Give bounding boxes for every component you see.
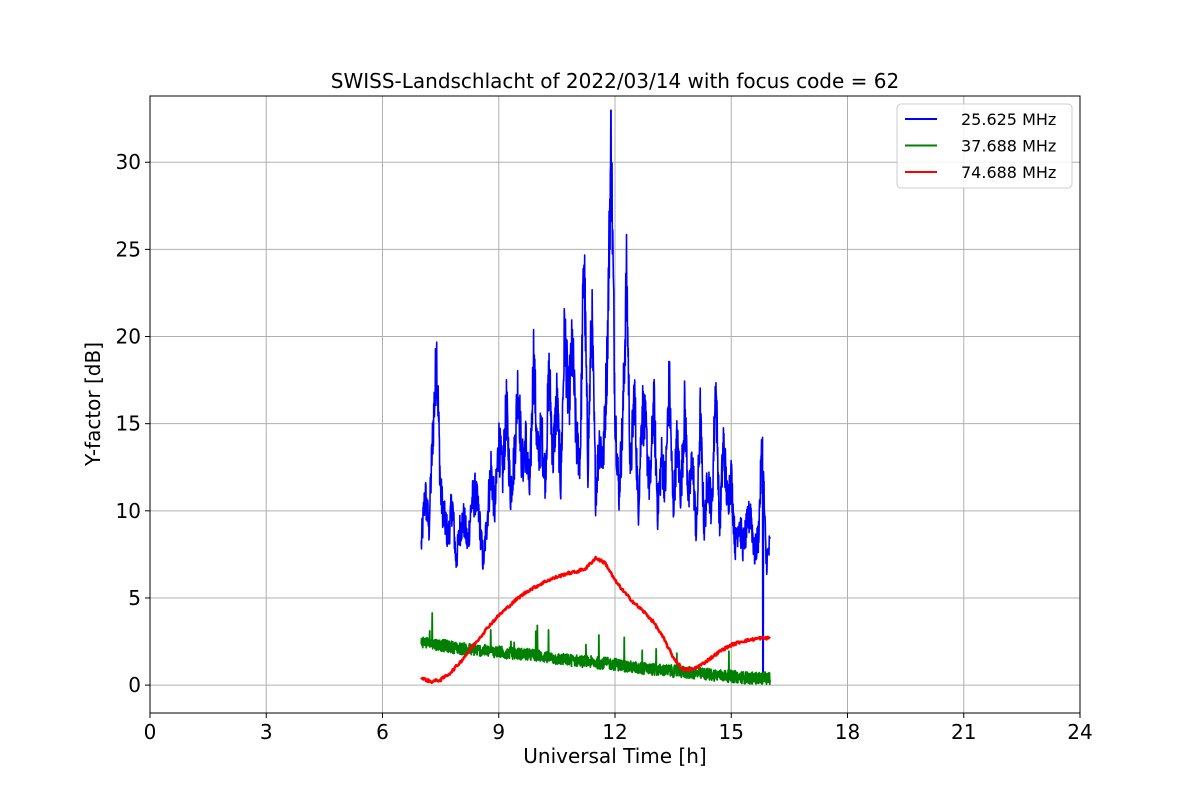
- y-axis-title: Y-factor [dB]: [81, 342, 105, 467]
- y-tick-label: 0: [128, 673, 141, 697]
- x-tick-label: 9: [492, 720, 505, 744]
- x-tick-label: 12: [602, 720, 627, 744]
- x-tick-label: 0: [144, 720, 157, 744]
- y-tick-label: 10: [116, 499, 141, 523]
- series-25-625-mhz: [420, 109, 771, 678]
- legend-label: 74.688 MHz: [961, 163, 1056, 182]
- x-tick-label: 18: [835, 720, 860, 744]
- series-layer: [420, 109, 771, 686]
- series-37-688-mhz: [420, 612, 771, 686]
- y-tick-label: 15: [116, 412, 141, 436]
- ticks: 0 3 6 9 12 15 18 21 24 0 5 10 15 20 25 30: [116, 150, 1093, 744]
- series-74-688-mhz: [420, 555, 771, 684]
- legend-label: 37.688 MHz: [961, 137, 1056, 156]
- legend: 25.625 MHz 37.688 MHz 74.688 MHz: [896, 103, 1073, 189]
- x-tick-label: 3: [260, 720, 273, 744]
- x-tick-label: 6: [376, 720, 389, 744]
- y-tick-label: 25: [116, 237, 141, 261]
- chart-title: SWISS-Landschlacht of 2022/03/14 with fo…: [331, 69, 899, 93]
- x-tick-label: 24: [1067, 720, 1092, 744]
- legend-label: 25.625 MHz: [961, 110, 1056, 129]
- y-tick-label: 5: [128, 586, 141, 610]
- x-axis-title: Universal Time [h]: [523, 744, 706, 768]
- y-tick-label: 30: [116, 150, 141, 174]
- legend-box: [896, 103, 1073, 189]
- x-tick-label: 15: [719, 720, 744, 744]
- y-tick-label: 20: [116, 325, 141, 349]
- x-tick-label: 21: [951, 720, 976, 744]
